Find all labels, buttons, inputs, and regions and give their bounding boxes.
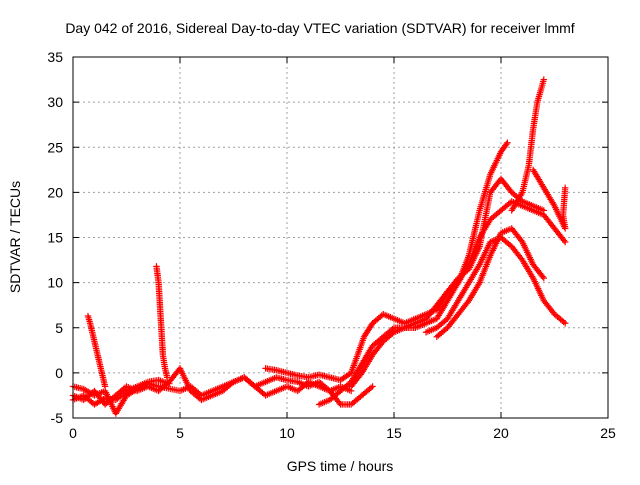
data-point	[504, 139, 511, 146]
tick-labels: 0 5 10 15 20 25 -5 0 5 10 15 20 25 30 35	[47, 49, 616, 441]
series-spike-1	[84, 312, 109, 390]
y-tick-label: 25	[47, 139, 63, 155]
y-tick-label: 30	[47, 94, 63, 110]
series-track-b	[69, 365, 376, 408]
data-point	[539, 273, 546, 280]
y-tick-label: 20	[47, 184, 63, 200]
data-point	[562, 320, 569, 327]
series-track-h	[433, 225, 547, 340]
data-point	[367, 384, 375, 391]
y-tick-label: 5	[55, 320, 63, 336]
x-tick-label: 20	[493, 425, 509, 441]
data-point	[163, 374, 171, 381]
data-point	[562, 184, 569, 192]
y-tick-label: 35	[47, 49, 63, 65]
data-point	[560, 318, 567, 326]
grid	[73, 57, 608, 418]
y-tick-label: 10	[47, 275, 63, 291]
x-tick-label: 25	[600, 425, 616, 441]
data-point	[228, 379, 236, 387]
y-tick-label: 15	[47, 230, 63, 246]
plot-frame	[72, 56, 609, 419]
series-track-i	[529, 166, 569, 232]
data-point	[101, 383, 109, 390]
data-point	[518, 237, 525, 244]
data-point	[540, 76, 547, 83]
series-spike-2	[153, 263, 171, 381]
data-point	[560, 237, 568, 244]
x-tick-label: 5	[176, 425, 184, 441]
x-tick-label: 0	[69, 425, 77, 441]
data-point	[389, 330, 396, 337]
data-point	[121, 389, 129, 396]
data-point	[166, 380, 173, 387]
x-tick-label: 15	[386, 425, 402, 441]
y-axis-title: SDTVAR / TECUs	[7, 181, 23, 293]
series-track-c	[69, 376, 173, 408]
x-tick-label: 10	[279, 425, 295, 441]
series-track-g	[422, 234, 569, 336]
data-point	[503, 141, 510, 148]
chart-title: Day 042 of 2016, Sidereal Day-to-day VTE…	[65, 20, 574, 36]
data-point	[562, 238, 569, 246]
y-tick-label: -5	[51, 410, 64, 426]
series-track-j	[508, 76, 547, 214]
x-axis-title: GPS time / hours	[287, 458, 394, 474]
data-point	[369, 383, 376, 390]
data-point	[336, 399, 343, 407]
series-track-f	[348, 139, 511, 390]
data-point	[540, 274, 547, 282]
y-tick-label: 0	[55, 365, 63, 381]
data-marks	[69, 76, 569, 417]
